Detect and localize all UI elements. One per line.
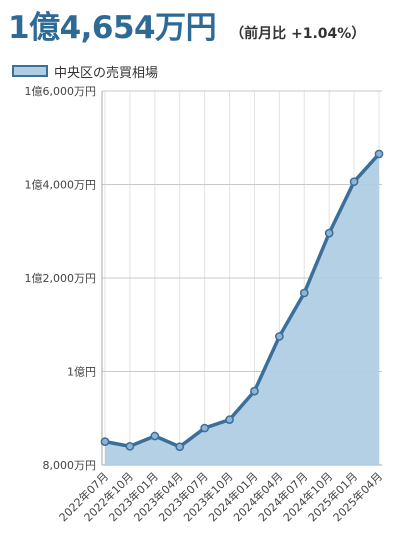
- y-tick-label: 1億円: [67, 366, 96, 379]
- legend-label: 中央区の売買相場: [54, 65, 159, 81]
- y-tick-label: 1億4,000万円: [25, 179, 97, 192]
- series-line: [104, 152, 381, 449]
- current-price: 1億4,654万円: [8, 10, 217, 46]
- data-point: [275, 332, 284, 341]
- data-point: [125, 441, 135, 451]
- data-point: [299, 288, 309, 298]
- headline: 1億4,654万円 （前月比 +1.04%）: [8, 2, 365, 46]
- data-point: [349, 177, 359, 187]
- data-point: [250, 386, 259, 396]
- monthly-change: （前月比 +1.04%）: [230, 26, 366, 42]
- data-point: [200, 423, 209, 433]
- series-area: [105, 153, 379, 465]
- legend-swatch: [12, 65, 48, 77]
- y-tick-label: 8,000万円: [43, 459, 97, 472]
- y-tick-label: 1億2,000万円: [25, 272, 97, 285]
- y-tick-label: 1億6,000万円: [25, 85, 97, 98]
- data-point: [175, 442, 185, 452]
- data-point: [100, 437, 110, 446]
- data-point: [324, 228, 334, 238]
- chart-legend[interactable]: 中央区の売買相場: [12, 62, 159, 81]
- data-point: [150, 431, 160, 441]
- data-point: [225, 415, 234, 425]
- data-point: [374, 149, 384, 159]
